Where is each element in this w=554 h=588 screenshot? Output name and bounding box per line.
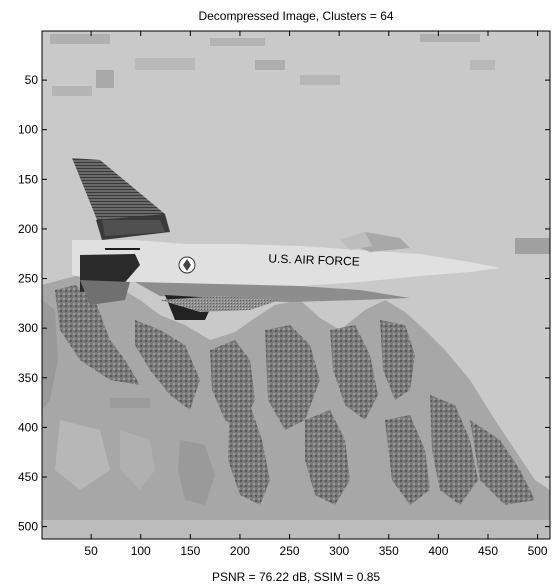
y-tick-label: 300 [18, 321, 38, 335]
x-tick-label: 300 [329, 544, 349, 558]
y-tick-label: 500 [18, 520, 38, 534]
x-axis-label: PSNR = 76.22 dB, SSIM = 0.85 [212, 570, 380, 584]
y-tick-label: 200 [18, 222, 38, 236]
fuselage-lettering: U.S. AIR FORCE [268, 251, 360, 268]
x-tick-label: 200 [230, 544, 250, 558]
snowy-mountains [42, 275, 550, 520]
top-clouds [50, 34, 550, 254]
y-tick-label: 450 [18, 470, 38, 484]
x-tick-label: 350 [379, 544, 399, 558]
f16-jet [72, 158, 500, 320]
x-tick-label: 150 [180, 544, 200, 558]
y-tick-label: 100 [18, 123, 38, 137]
x-tick-label: 400 [428, 544, 448, 558]
x-tick-label: 50 [84, 544, 98, 558]
image-plot-area [42, 31, 550, 539]
x-tick-label: 450 [478, 544, 498, 558]
y-tick-label: 400 [18, 420, 38, 434]
axis-ticks: 50 100 150 200 250 300 350 400 450 500 50 100 150 200… [18, 31, 550, 558]
axes-frame [41, 30, 551, 540]
bottom-sky-band [42, 520, 550, 539]
y-tick-label: 250 [18, 272, 38, 286]
x-tick-label: 100 [131, 544, 151, 558]
y-tick-label: 50 [25, 73, 39, 87]
x-tick-label: 250 [280, 544, 300, 558]
x-tick-label: 500 [528, 544, 548, 558]
y-tick-label: 150 [18, 172, 38, 186]
chart-title: Decompressed Image, Clusters = 64 [198, 9, 393, 23]
y-tick-label: 350 [18, 371, 38, 385]
